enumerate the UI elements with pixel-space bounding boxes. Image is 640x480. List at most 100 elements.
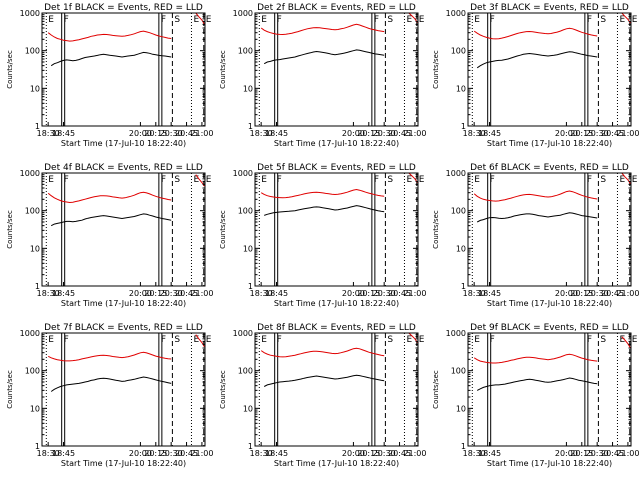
events-series-line	[476, 51, 598, 69]
panel-title: Det 7f BLACK = Events, RED = LLD	[44, 323, 203, 333]
events-series-line	[50, 51, 172, 67]
x-tick-label: 21:00	[403, 129, 426, 138]
x-tick-label: 18:45	[265, 129, 288, 138]
event-marker-label: F	[277, 335, 282, 345]
event-marker-label: E	[474, 335, 480, 345]
x-tick-label: 18:30	[463, 449, 486, 458]
x-tick-label: 20:45	[388, 449, 411, 458]
panel-title: Det 6f BLACK = Events, RED = LLD	[470, 163, 629, 173]
lld-series-line	[408, 332, 418, 343]
x-tick-label: 20:30	[586, 289, 609, 298]
y-tick-label: 100	[25, 367, 40, 376]
y-tick-label: 100	[451, 367, 466, 376]
x-tick-label: 18:30	[250, 129, 273, 138]
lld-series-line	[47, 191, 172, 204]
event-marker-label: F	[64, 335, 69, 345]
x-tick-label: 18:30	[463, 129, 486, 138]
x-tick-label: 20:00	[129, 289, 152, 298]
x-tick-label: 18:45	[478, 289, 501, 298]
x-tick-label: 20:15	[357, 289, 380, 298]
x-tick-label: 18:45	[478, 449, 501, 458]
x-tick-label: 20:15	[570, 449, 593, 458]
x-tick-label: 18:30	[250, 289, 273, 298]
y-axis-label: Counts/sec	[432, 50, 440, 89]
y-tick-label: 10	[30, 404, 40, 413]
event-marker-label: F	[374, 175, 379, 185]
x-tick-label: 20:00	[342, 129, 365, 138]
x-tick-label: 20:00	[342, 289, 365, 298]
y-tick-label: 1000	[446, 329, 466, 338]
event-marker-label: S	[174, 15, 180, 25]
y-axis-label: Counts/sec	[219, 50, 227, 89]
event-marker-label: S	[387, 335, 393, 345]
y-tick-label: 1	[35, 282, 40, 291]
event-marker-label: F	[587, 175, 592, 185]
y-tick-label: 100	[451, 47, 466, 56]
panel-title: Det 5f BLACK = Events, RED = LLD	[257, 163, 416, 173]
x-tick-label: 21:00	[403, 289, 426, 298]
event-marker-label: E	[261, 175, 267, 185]
y-tick-label: 100	[25, 207, 40, 216]
event-marker-label: F	[490, 175, 495, 185]
event-marker-label: F	[161, 335, 166, 345]
y-tick-label: 1000	[446, 169, 466, 178]
x-tick-label: 20:15	[144, 289, 167, 298]
event-marker-label: E	[619, 15, 625, 25]
event-marker-label: E	[419, 15, 425, 25]
x-axis-label: Start Time (17-Jul-10 18:22:40)	[274, 459, 399, 468]
x-tick-label: 18:45	[265, 449, 288, 458]
x-tick-label: 21:00	[190, 449, 213, 458]
lld-series-line	[408, 172, 418, 183]
x-tick-label: 20:30	[160, 129, 183, 138]
y-tick-label: 1	[248, 122, 253, 131]
y-axis-label: Counts/sec	[6, 50, 14, 89]
y-axis-label: Counts/sec	[6, 210, 14, 249]
plot-frame	[41, 12, 206, 127]
event-marker-label: S	[174, 175, 180, 185]
x-tick-label: 21:00	[190, 129, 213, 138]
event-marker-label: E	[406, 335, 412, 345]
y-tick-label: 1	[35, 122, 40, 131]
y-tick-label: 1	[248, 282, 253, 291]
y-tick-label: 1	[35, 442, 40, 451]
y-tick-label: 10	[456, 404, 466, 413]
y-tick-label: 1000	[233, 9, 253, 18]
lld-series-line	[47, 30, 172, 42]
event-marker-label: E	[48, 15, 54, 25]
x-tick-label: 18:45	[265, 289, 288, 298]
panel-title: Det 2f BLACK = Events, RED = LLD	[257, 3, 416, 13]
events-series-line	[50, 376, 172, 392]
y-axis-label: Counts/sec	[219, 370, 227, 409]
x-tick-label: 20:30	[373, 289, 396, 298]
y-tick-label: 1000	[233, 169, 253, 178]
event-marker-label: E	[419, 335, 425, 345]
x-tick-label: 20:30	[373, 449, 396, 458]
y-tick-label: 10	[243, 404, 253, 413]
events-series-line	[264, 205, 385, 216]
event-marker-label: E	[48, 175, 54, 185]
x-tick-label: 20:15	[357, 449, 380, 458]
y-tick-label: 1	[461, 122, 466, 131]
x-tick-label: 21:00	[190, 289, 213, 298]
event-marker-label: F	[490, 15, 495, 25]
event-marker-label: E	[632, 335, 638, 345]
event-marker-label: F	[374, 15, 379, 25]
x-tick-label: 18:30	[37, 129, 60, 138]
y-tick-label: 1	[248, 442, 253, 451]
y-tick-label: 100	[238, 207, 253, 216]
panel-title: Det 3f BLACK = Events, RED = LLD	[470, 3, 629, 13]
y-tick-label: 1000	[446, 9, 466, 18]
event-marker-label: E	[261, 15, 267, 25]
event-marker-label: F	[64, 15, 69, 25]
x-tick-label: 20:30	[586, 129, 609, 138]
event-marker-label: S	[600, 175, 606, 185]
x-axis-label: Start Time (17-Jul-10 18:22:40)	[274, 299, 399, 308]
y-tick-label: 1	[461, 442, 466, 451]
x-tick-label: 21:00	[616, 449, 639, 458]
